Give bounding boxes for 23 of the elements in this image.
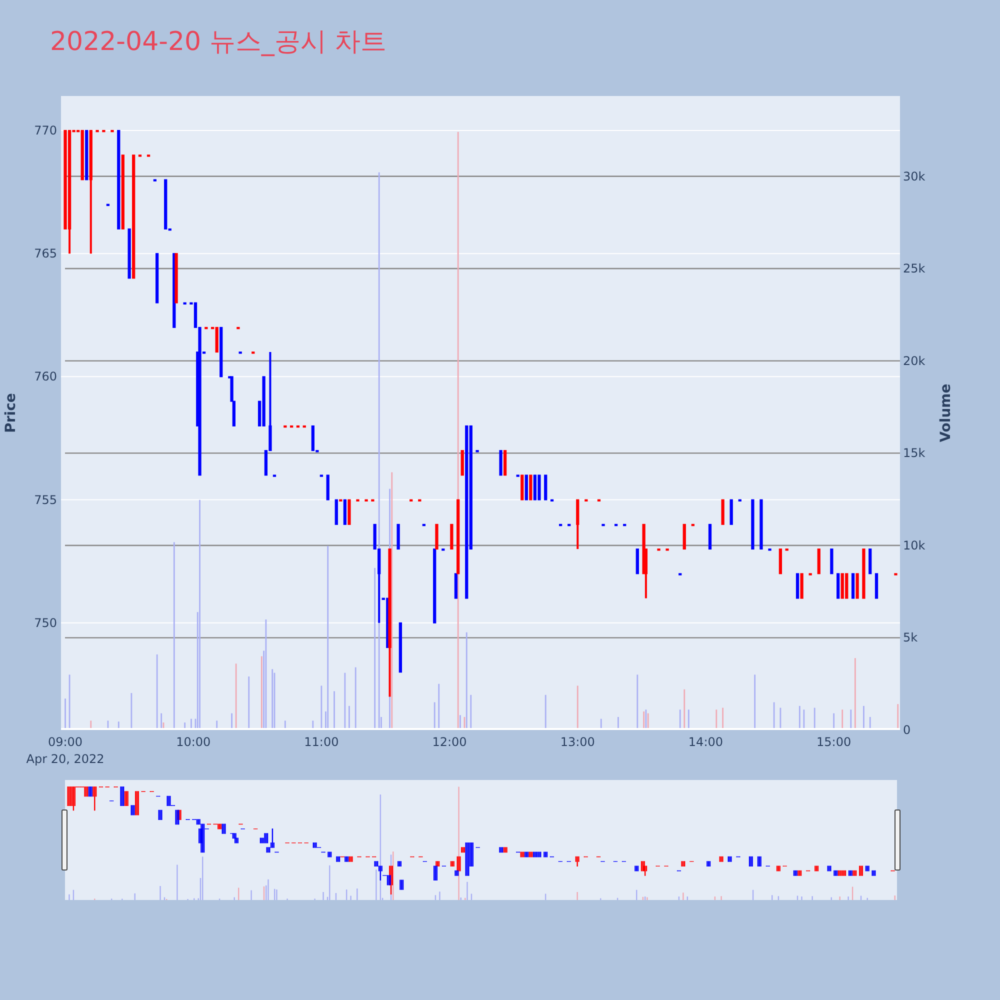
text: Apr 20, 2022	[26, 752, 104, 766]
x-tick-label: 15:00	[816, 735, 852, 749]
y-tick-label: 770	[34, 123, 57, 138]
chart-title: 2022-04-20 뉴스_공시 차트	[50, 27, 387, 57]
y2-tick-label: 20k	[903, 354, 926, 368]
y-tick-label: 765	[34, 246, 57, 261]
y-tick-label: 750	[34, 616, 57, 630]
y2-tick-label: 10k	[903, 538, 926, 552]
x-tick-label: 12:00	[432, 735, 467, 749]
y2-tick-label: 25k	[903, 262, 926, 276]
y2-axis-title: Volume	[938, 384, 954, 442]
y-axis-title: Price	[3, 393, 19, 433]
y-tick-label: 755	[34, 492, 57, 507]
x-tick-label: 14:00	[688, 735, 724, 749]
x-tick-label: 11:00	[304, 735, 339, 749]
x-tick-label: 10:00	[176, 735, 211, 749]
y2-tick-label: 30k	[903, 169, 926, 184]
y2-tick-label: 15k	[903, 446, 926, 460]
y2-tick-label: 5k	[903, 630, 918, 645]
x-tick-label: 09:00	[48, 735, 83, 749]
x-tick-label: 13:00	[560, 735, 595, 749]
y2-tick-label: 0	[903, 723, 911, 737]
y-tick-label: 760	[34, 370, 57, 384]
